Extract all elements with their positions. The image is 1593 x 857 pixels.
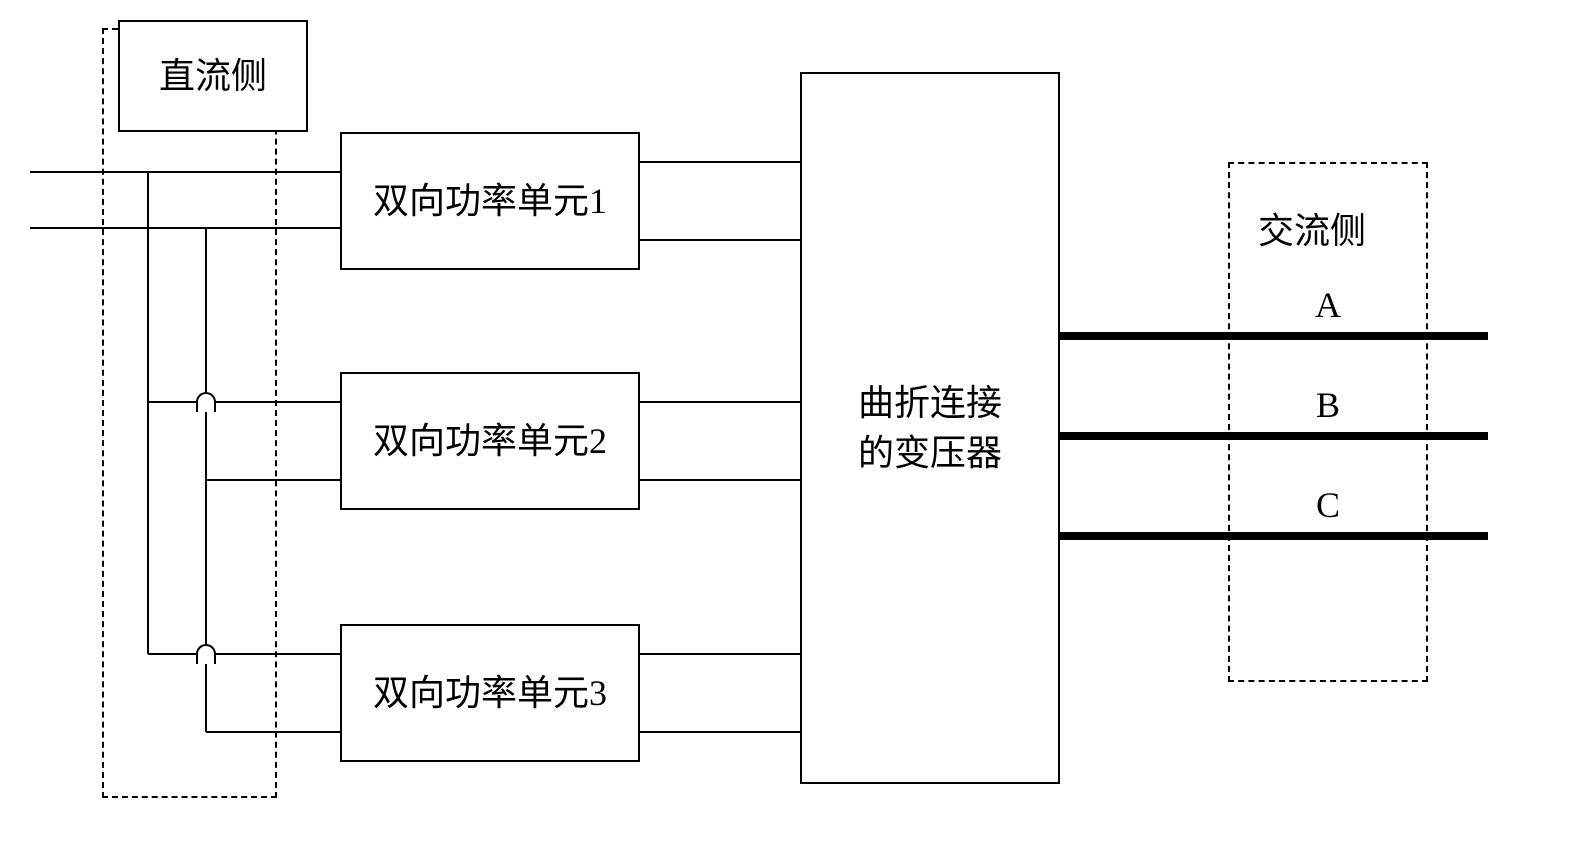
dc-side-label: 直流侧 (159, 51, 267, 101)
phase-label-B: B (1313, 384, 1343, 426)
phase-line-C (1060, 532, 1488, 540)
transformer-box: 曲折连接的变压器 (800, 72, 1060, 784)
power-unit-2-label: 双向功率单元2 (373, 416, 607, 466)
phase-label-C: C (1313, 484, 1343, 526)
transformer-label-2: 的变压器 (858, 428, 1002, 478)
power-unit-2: 双向功率单元2 (340, 372, 640, 510)
dc-side-dashed (102, 28, 277, 798)
phase-line-B (1060, 432, 1488, 440)
power-unit-1-label: 双向功率单元1 (373, 176, 607, 226)
power-unit-3: 双向功率单元3 (340, 624, 640, 762)
ac-side-label: 交流侧 (1258, 202, 1366, 254)
phase-line-A (1060, 332, 1488, 340)
power-unit-3-label: 双向功率单元3 (373, 668, 607, 718)
transformer-label-1: 曲折连接 (858, 378, 1002, 428)
phase-label-A: A (1313, 284, 1343, 326)
power-unit-1: 双向功率单元1 (340, 132, 640, 270)
dc-side-label-box: 直流侧 (118, 20, 308, 132)
